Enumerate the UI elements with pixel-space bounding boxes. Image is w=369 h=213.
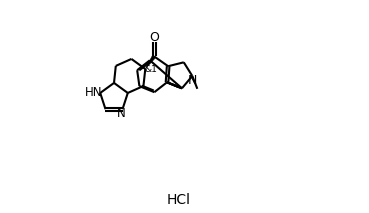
Text: HCl: HCl [166,193,190,207]
Text: &1: &1 [145,65,157,74]
Polygon shape [145,55,156,69]
Text: O: O [149,31,159,44]
Text: HN: HN [85,86,103,99]
Text: N: N [117,107,126,120]
Text: N: N [187,74,197,87]
